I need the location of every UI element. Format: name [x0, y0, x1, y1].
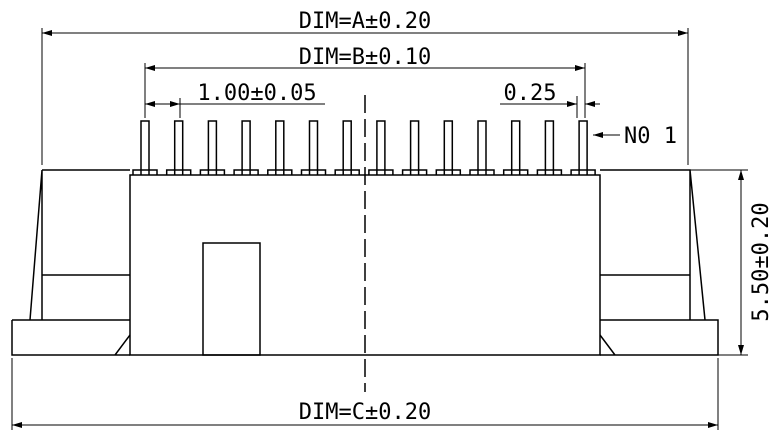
dim-height: 5.50±0.20: [749, 202, 771, 321]
dim-pin-width: 0.25: [504, 81, 557, 106]
pin: [300, 120, 327, 175]
window: [202, 242, 261, 356]
dim-c: DIM=C±0.20: [299, 400, 431, 425]
right-block: [600, 169, 706, 321]
pin: [536, 120, 563, 175]
left-flange: [11, 319, 131, 356]
pin: [267, 120, 293, 175]
dim-a: DIM=A±0.20: [299, 9, 431, 34]
pin: [469, 120, 495, 175]
right-flange: [599, 319, 719, 356]
pin: [570, 120, 596, 175]
pin: [502, 120, 529, 175]
dim-b: DIM=B±0.10: [299, 45, 431, 70]
pin: [334, 120, 360, 175]
left-block: [29, 169, 130, 321]
pin: [368, 120, 394, 175]
pins: [132, 120, 596, 175]
pin: [199, 120, 226, 175]
pin: [233, 120, 259, 175]
pin: [132, 120, 158, 175]
pin: [165, 120, 192, 175]
pin: [435, 120, 462, 175]
pin-label: N0 1: [624, 124, 677, 149]
dim-pitch: 1.00±0.05: [197, 81, 316, 106]
pin: [401, 120, 428, 175]
